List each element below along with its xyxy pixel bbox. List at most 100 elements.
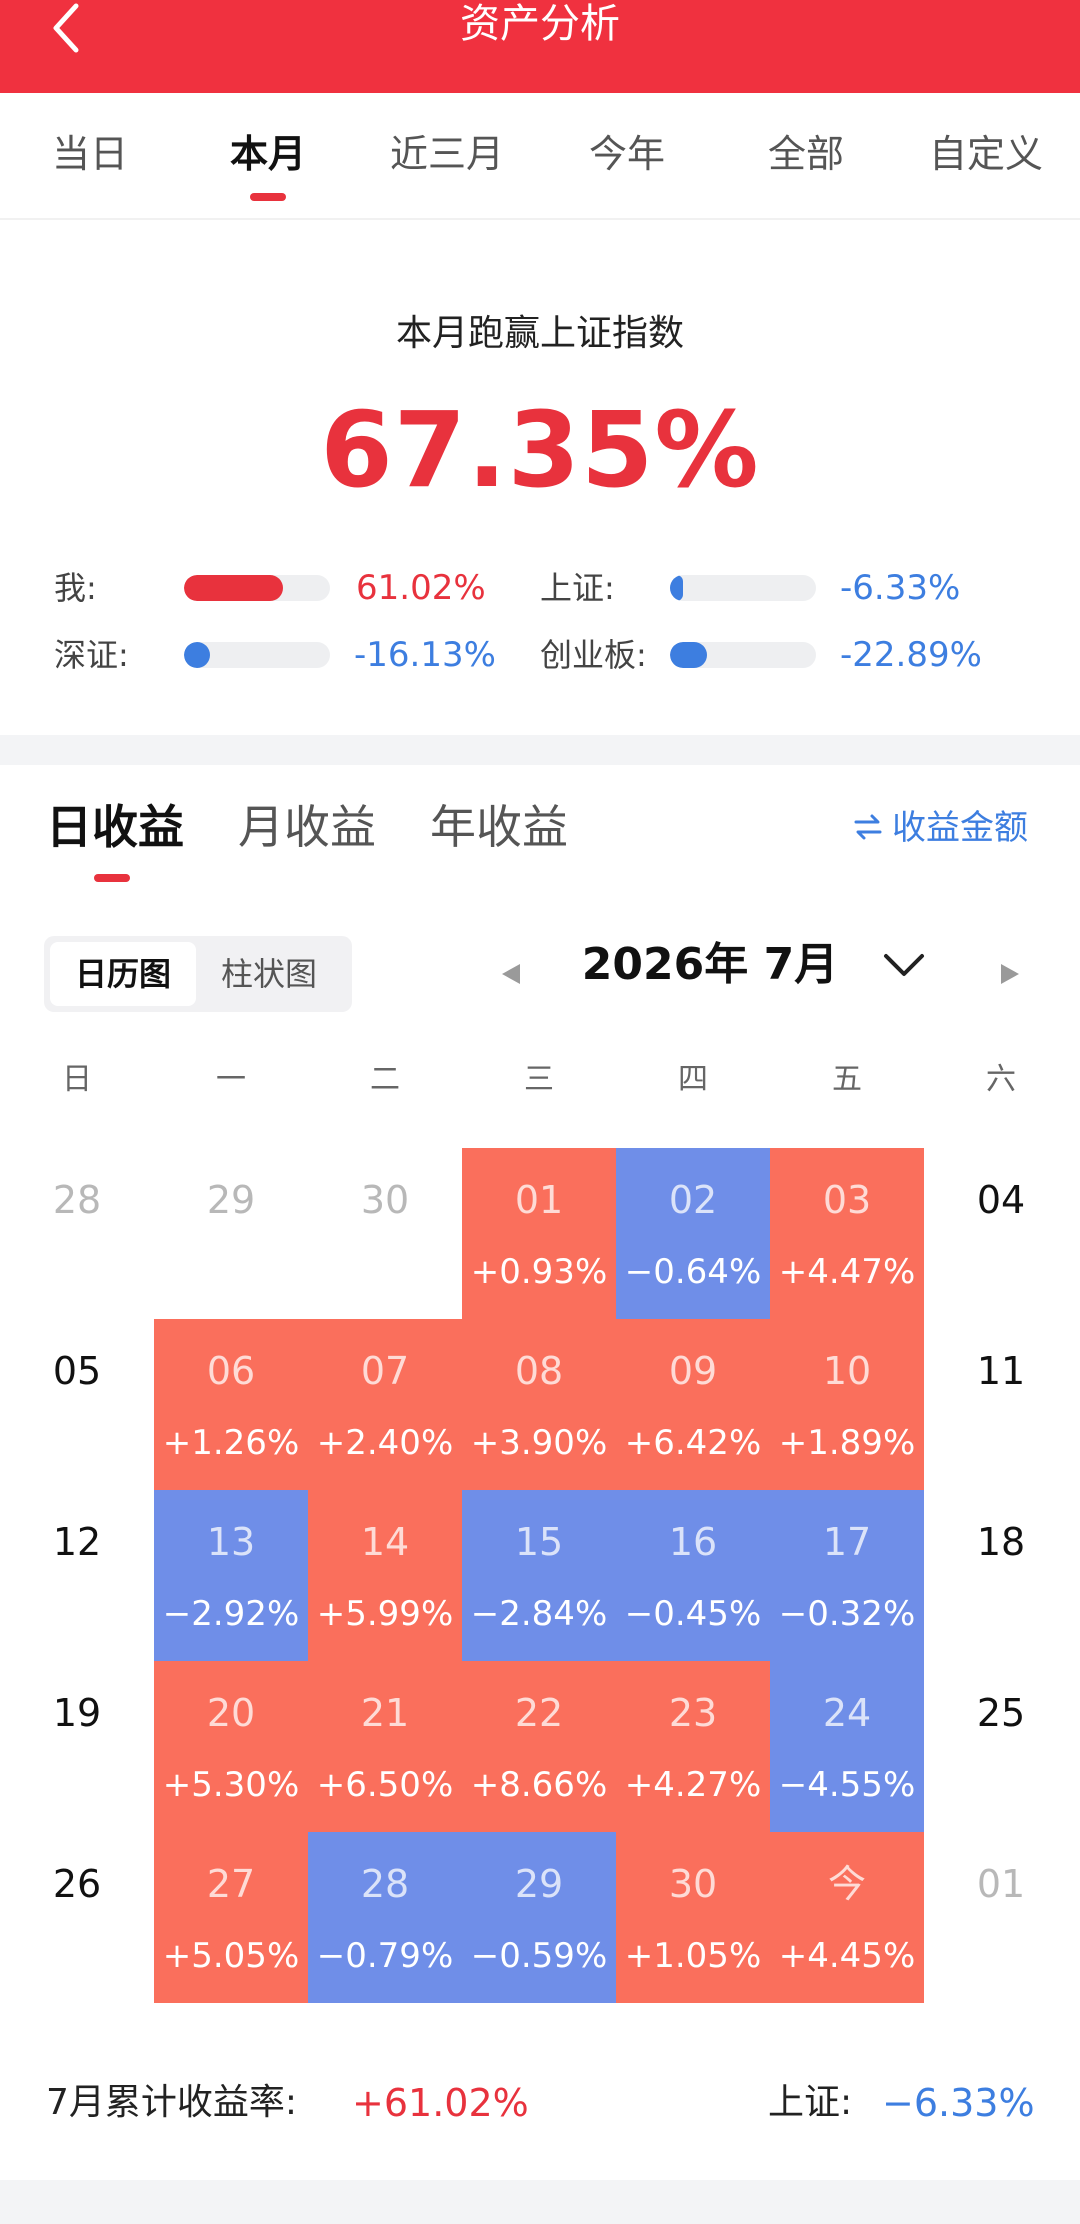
chart-view-switch: 日历图 柱状图 [44,936,352,1012]
calendar-day-return: −0.32% [778,1594,916,1634]
calendar-day-cell[interactable]: 22 +8.66% [462,1661,616,1832]
calendar-day-return: −2.92% [162,1594,300,1634]
calendar-day-return: −0.79% [316,1936,454,1976]
tab-label: 近三月 [389,132,504,176]
calendar-day-number: 22 [514,1691,564,1735]
prev-month-button[interactable] [496,956,526,992]
calendar-day-cell[interactable]: 08 +3.90% [462,1319,616,1490]
calendar-day-number: 02 [668,1178,718,1222]
calendar-day-number: 29 [514,1862,564,1906]
tab-three-months[interactable]: 近三月 [357,129,537,179]
bar-chart-view-option[interactable]: 柱状图 [220,955,317,993]
earnings-amount-label: 收益金额 [892,808,1028,848]
calendar-day-cell[interactable]: 24 −4.55% [770,1661,924,1832]
calendar-day-cell[interactable]: 20 +5.30% [154,1661,308,1832]
calendar-day-return: −0.45% [624,1594,762,1634]
calendar-day-cell: 26 [0,1832,154,2003]
calendar-day-return: +1.89% [778,1423,916,1463]
tab-this-month[interactable]: 本月 [178,129,358,201]
comparison-label: 创业板: [540,636,647,674]
triangle-right-icon [1001,964,1019,984]
calendar-day-cell[interactable]: 29 −0.59% [462,1832,616,2003]
calendar-day-cell[interactable]: 21 +6.50% [308,1661,462,1832]
tab-custom[interactable]: 自定义 [896,129,1076,179]
calendar-day-cell[interactable]: 01 +0.93% [462,1148,616,1319]
comparison-bar-fill [670,575,684,601]
swap-arrows-icon [854,814,882,840]
calendar-day-cell[interactable]: 28 −0.79% [308,1832,462,2003]
calendar-day-cell[interactable]: 15 −2.84% [462,1490,616,1661]
calendar-day-return: −0.64% [624,1252,762,1292]
comparison-label: 深证: [54,636,129,674]
calendar-day-number: 10 [822,1349,872,1393]
calendar-day-number: 26 [52,1862,102,1906]
calendar-day-number: 17 [822,1520,872,1564]
calendar-day-cell[interactable]: 14 +5.99% [308,1490,462,1661]
weekday-label: 六 [986,1062,1016,1097]
calendar-day-cell[interactable]: 23 +4.27% [616,1661,770,1832]
calendar-day-cell[interactable]: 02 −0.64% [616,1148,770,1319]
next-month-button[interactable] [995,956,1025,992]
tab-yearly-earnings[interactable]: 年收益 [430,800,568,854]
calendar-day-cell[interactable]: 13 −2.92% [154,1490,308,1661]
calendar-day-cell: 18 [924,1490,1078,1661]
calendar-day-cell[interactable]: 今 +4.45% [770,1832,924,2003]
comparison-shenzhen: 深证: -16.13% [54,630,514,680]
calendar-day-number: 13 [206,1520,256,1564]
calendar-day-number: 今 [827,1862,866,1906]
calendar-day-return: +8.66% [470,1765,608,1805]
calendar-day-return: −0.59% [470,1936,608,1976]
calendar-day-number: 23 [668,1691,718,1735]
calendar-day-number: 14 [360,1520,410,1564]
calendar-view-option[interactable]: 日历图 [50,942,196,1006]
calendar-day-cell[interactable]: 10 +1.89% [770,1319,924,1490]
calendar-day-return: +0.93% [470,1252,608,1292]
calendar-day-cell: 01 [924,1832,1078,2003]
calendar-day-cell[interactable]: 17 −0.32% [770,1490,924,1661]
calendar-day-cell: 30 [308,1148,462,1319]
beat-index-label: 本月跑赢上证指数 [395,313,684,354]
calendar-day-number: 30 [360,1178,410,1222]
index-return-label: 上证: [768,2082,853,2123]
calendar-day-number: 12 [52,1520,102,1564]
calendar-day-cell[interactable]: 16 −0.45% [616,1490,770,1661]
comparison-bar-fill [184,642,211,668]
calendar-day-return: +5.30% [162,1765,300,1805]
cumulative-return-label: 7月累计收益率: [46,2082,298,2123]
tab-all[interactable]: 全部 [716,129,896,179]
tab-label: 全部 [767,132,844,176]
calendar-day-cell: 25 [924,1661,1078,1832]
month-label: 2026年 7月 [581,939,839,990]
tab-label: 自定义 [928,132,1043,176]
cumulative-return-value: +61.02% [352,2081,529,2125]
tab-daily-earnings[interactable]: 日收益 [46,800,184,854]
calendar-day-cell[interactable]: 06 +1.26% [154,1319,308,1490]
calendar-day-cell[interactable]: 09 +6.42% [616,1319,770,1490]
calendar-day-number: 01 [976,1862,1026,1906]
tab-today[interactable]: 当日 [0,129,180,179]
month-picker-button[interactable] [880,946,928,986]
back-button[interactable] [40,0,100,60]
weekday-label: 二 [370,1062,400,1097]
period-tabs: 当日 本月 近三月 今年 全部 自定义 [0,93,1080,220]
calendar-day-cell: 28 [0,1148,154,1319]
comparison-bar [670,642,816,668]
comparison-bar-fill [670,642,708,668]
calendar-day-cell[interactable]: 03 +4.47% [770,1148,924,1319]
earnings-amount-toggle[interactable]: 收益金额 [852,804,1028,852]
active-tab-indicator [250,193,286,201]
calendar-day-number: 05 [52,1349,102,1393]
beat-index-value: 67.35% [320,389,760,511]
tab-this-year[interactable]: 今年 [537,129,717,179]
calendar-day-cell[interactable]: 07 +2.40% [308,1319,462,1490]
calendar-day-cell[interactable]: 27 +5.05% [154,1832,308,2003]
calendar-day-number: 27 [206,1862,256,1906]
calendar-day-cell: 12 [0,1490,154,1661]
comparison-shanghai: 上证: -6.33% [540,563,1000,613]
calendar-day-cell: 05 [0,1319,154,1490]
active-tab-indicator [94,874,130,882]
calendar-day-cell[interactable]: 30 +1.05% [616,1832,770,2003]
tab-label: 本月 [229,132,306,176]
index-return-value: −6.33% [882,2081,1035,2125]
tab-monthly-earnings[interactable]: 月收益 [238,800,376,854]
